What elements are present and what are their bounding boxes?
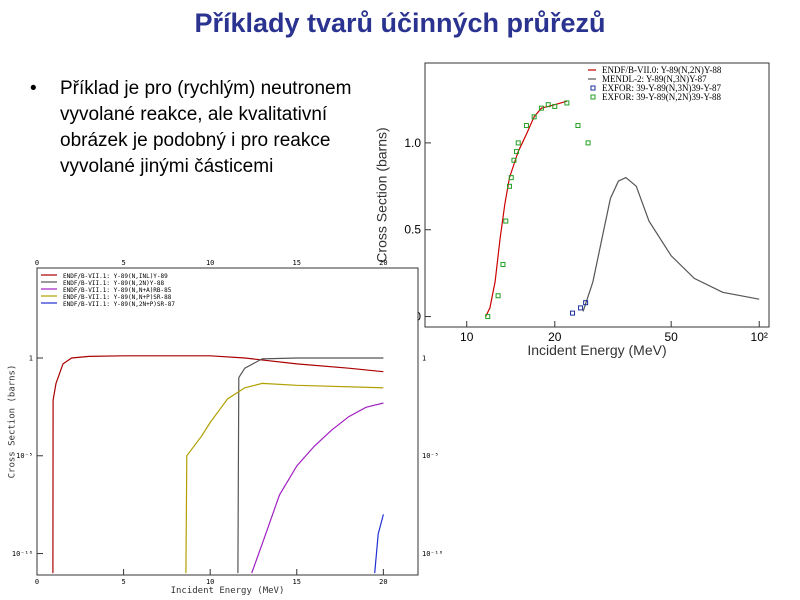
- slide-title: Příklady tvarů účinných průřezů: [194, 8, 606, 38]
- marker: [506, 183, 512, 189]
- marker: [564, 100, 570, 106]
- series-line: [251, 402, 384, 574]
- legend-label: MENDL-2: Y-89(N,3N)Y-87: [602, 74, 707, 84]
- legend-label: ENDF/B-VII.1: Y-89(N,N+A)RB-85: [63, 287, 172, 294]
- x-tick-label: 50: [664, 330, 678, 344]
- legend-marker: [590, 85, 596, 91]
- marker: [583, 300, 589, 306]
- x-tick-label: 15: [293, 578, 301, 586]
- legend-label: EXFOR: 39-Y-89(N,2N)39-Y-88: [602, 92, 721, 102]
- series-line: [237, 357, 384, 574]
- legend-label: ENDF/B-VII.1: Y-89(N,2N+P)SR-87: [63, 301, 175, 308]
- y-axis-title: Cross Section (barns): [374, 127, 390, 262]
- marker: [511, 157, 517, 163]
- series-group: [485, 100, 760, 320]
- x-tick-label-top: 5: [121, 259, 125, 267]
- x-tick-label: 10: [206, 578, 214, 586]
- marker: [514, 149, 520, 155]
- y-tick-label-right: 10⁻⁵: [422, 452, 439, 460]
- marker: [552, 103, 558, 109]
- marker: [538, 105, 544, 111]
- x-tick-label-top: 10: [206, 259, 214, 267]
- marker: [545, 102, 551, 108]
- marker: [523, 123, 529, 129]
- x-tick-label: 0: [35, 578, 39, 586]
- x-tick-label-top: 0: [35, 259, 39, 267]
- x-axis-title: Incident Energy (MeV): [171, 586, 285, 596]
- series-line: [582, 176, 760, 312]
- y-tick-label: 10⁻¹⁰: [12, 550, 33, 558]
- y-tick-label-right: 1: [422, 354, 426, 362]
- series-line: [374, 514, 384, 574]
- bullet-text: Příklad je pro (rychlým) neutronem vyvol…: [60, 78, 352, 177]
- legend-label: ENDF/B-VII.1: Y-89(N,2N)Y-88: [63, 280, 165, 287]
- x-tick-label: 10²: [751, 330, 768, 344]
- legend-label: ENDF/B-VII.0: Y-89(N,2N)Y-88: [602, 65, 722, 75]
- marker: [531, 114, 537, 120]
- marker: [503, 218, 509, 224]
- legend-label: ENDF/B-VII.1: Y-89(N,INL)Y-89: [63, 273, 168, 280]
- marker: [500, 261, 506, 267]
- series-group: [52, 355, 384, 574]
- series-line: [52, 355, 384, 574]
- y-tick-label: 10⁻⁵: [16, 452, 33, 460]
- marker: [575, 123, 581, 129]
- x-tick-label: 10: [460, 330, 474, 344]
- x-tick-label: 5: [121, 578, 125, 586]
- bullet-dot: •: [30, 78, 37, 99]
- marker: [508, 175, 514, 181]
- x-axis-title: Incident Energy (MeV): [527, 342, 666, 358]
- y-tick-label: 0.5: [404, 223, 421, 237]
- marker: [585, 140, 591, 146]
- marker: [570, 310, 576, 316]
- legend-marker: [590, 94, 596, 100]
- y-tick-label: 1.0: [404, 136, 421, 150]
- marker: [578, 305, 584, 311]
- y-tick-label: 1: [29, 354, 33, 362]
- plot-frame: [424, 62, 770, 328]
- legend-label: EXFOR: 39-Y-89(N,3N)39-Y-87: [602, 83, 721, 93]
- x-tick-label-top: 15: [293, 259, 301, 267]
- plot-frame: [36, 267, 419, 576]
- series-line: [185, 382, 384, 574]
- marker: [485, 314, 491, 320]
- marker: [495, 293, 501, 299]
- x-tick-label: 20: [379, 578, 387, 586]
- x-tick-label: 20: [548, 330, 562, 344]
- y-axis-title: Cross Section (barns): [8, 365, 18, 479]
- y-tick-label-right: 10⁻¹⁰: [422, 550, 443, 558]
- legend-label: ENDF/B-VII.1: Y-89(N,N+P)SR-88: [63, 294, 172, 301]
- marker: [515, 140, 521, 146]
- x-tick-label-top: 20: [379, 259, 387, 267]
